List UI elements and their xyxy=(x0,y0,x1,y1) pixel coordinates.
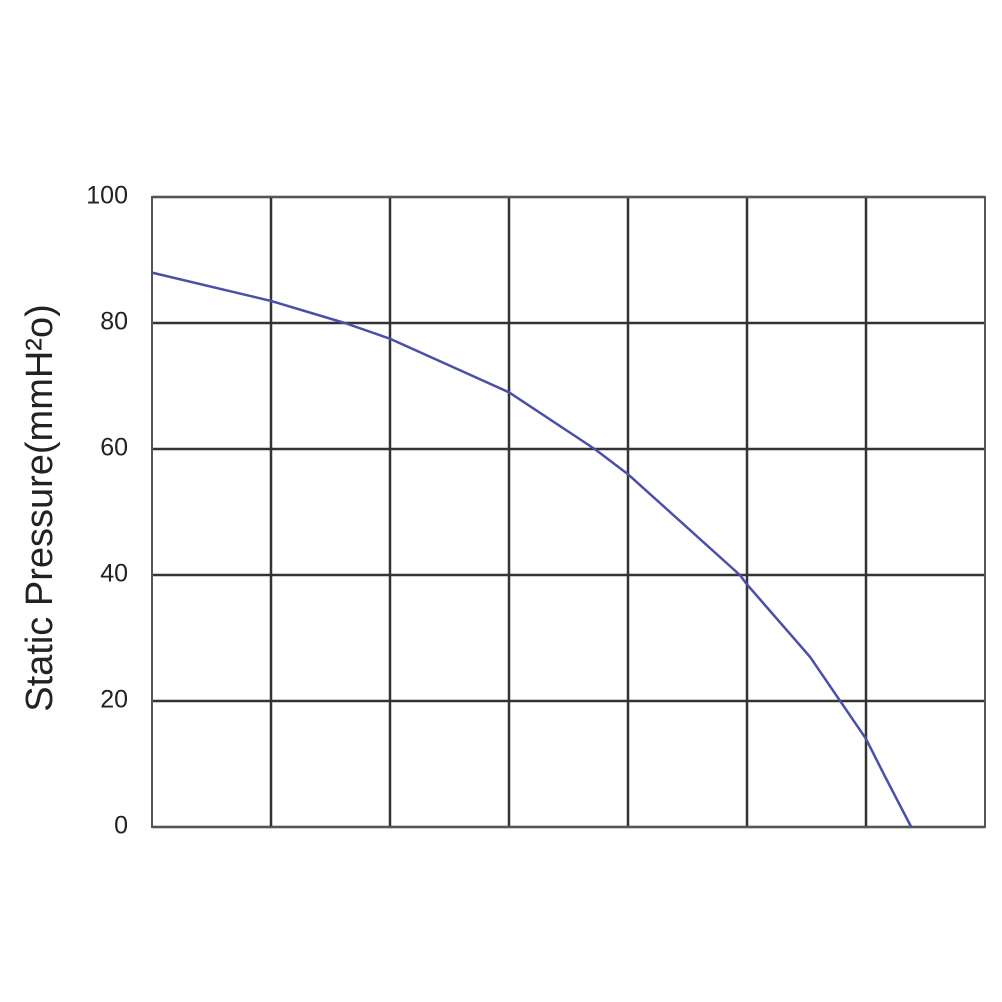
y-tick-label: 40 xyxy=(100,560,128,588)
y-tick-label: 20 xyxy=(100,686,128,714)
curve xyxy=(151,271,913,828)
y-tick-label: 80 xyxy=(100,308,128,336)
y-axis-label: Static Pressure(mmH²o) xyxy=(19,304,61,712)
y-tick-label: 100 xyxy=(86,182,128,210)
y-tick-label: 0 xyxy=(114,812,128,840)
plot-frame xyxy=(151,196,986,828)
y-tick-label: 60 xyxy=(100,434,128,462)
